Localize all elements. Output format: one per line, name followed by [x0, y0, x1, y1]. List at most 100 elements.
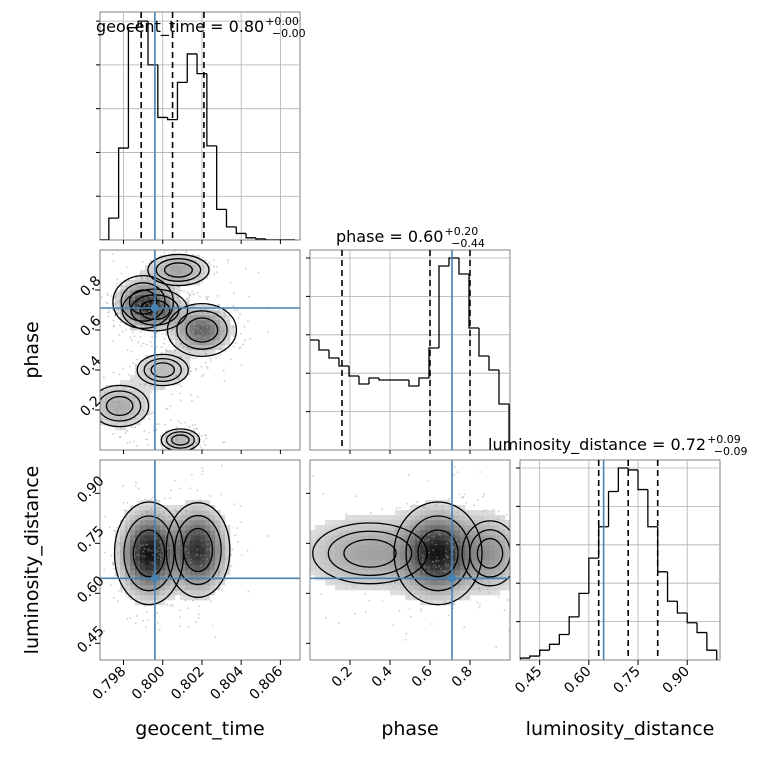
contour-line	[417, 529, 459, 578]
sample-point	[141, 415, 144, 418]
sample-point	[219, 525, 222, 528]
density-cell	[165, 255, 171, 261]
density-cell	[410, 590, 416, 596]
density-cell	[415, 515, 421, 521]
density-cell	[495, 555, 501, 561]
sample-point	[125, 395, 128, 398]
density-cell	[175, 270, 181, 276]
panel-frame	[309, 249, 511, 451]
sample-point	[197, 333, 200, 335]
sample-point	[470, 572, 473, 575]
density-cell	[140, 315, 146, 321]
sample-point	[239, 504, 242, 507]
sample-point	[162, 447, 164, 450]
tick-label-x: 0.60	[561, 664, 594, 697]
sample-point	[421, 560, 424, 563]
sample-point	[156, 290, 159, 293]
sample-point	[158, 312, 160, 315]
density-cell	[505, 550, 510, 556]
sample-point	[120, 291, 122, 294]
density-cell	[160, 505, 166, 511]
sample-point	[145, 325, 147, 328]
sample-point	[168, 322, 171, 325]
density-cell	[365, 530, 371, 536]
density-cell	[355, 520, 361, 526]
density-cell	[330, 565, 336, 571]
density-cell	[135, 415, 141, 421]
density-cell	[180, 345, 186, 351]
hist-bin	[468, 274, 479, 329]
sample-point	[170, 323, 172, 326]
sample-point	[110, 554, 113, 557]
tick-label-x: 0.798	[90, 664, 130, 704]
density-cell	[340, 545, 346, 551]
sample-point	[103, 568, 106, 571]
sample-point	[211, 562, 214, 564]
density-cell	[470, 515, 476, 521]
density-cell	[135, 590, 141, 596]
sample-point	[159, 521, 162, 524]
density-cell	[170, 360, 176, 366]
sample-point	[171, 328, 174, 331]
density-cell	[205, 515, 211, 521]
sample-point	[242, 343, 245, 346]
sample-point	[156, 612, 159, 614]
sample-point	[216, 295, 219, 297]
sample-point	[131, 537, 134, 539]
sample-point	[201, 280, 204, 283]
sample-point	[472, 546, 474, 549]
density-cell	[160, 515, 166, 521]
density-cell	[210, 570, 216, 576]
sample-point	[166, 547, 169, 549]
density-cell	[170, 515, 176, 521]
density-cell	[440, 560, 446, 566]
contour-line	[147, 253, 210, 287]
sample-point	[149, 524, 151, 527]
hist-bin	[520, 657, 530, 660]
sample-point	[515, 569, 517, 571]
density-cell	[180, 550, 186, 556]
density-cell	[175, 585, 181, 591]
sample-point	[505, 534, 508, 537]
density-cell	[500, 585, 506, 591]
sample-point	[178, 609, 181, 611]
sample-point	[130, 328, 133, 331]
density-cell	[180, 360, 186, 366]
density-cell	[395, 580, 401, 586]
density-cell	[185, 330, 191, 336]
sample-point	[248, 295, 251, 298]
density-cell	[205, 565, 211, 571]
density-cell	[180, 570, 186, 576]
density-cell	[445, 565, 451, 571]
density-cell	[220, 345, 226, 351]
density-cell	[445, 505, 451, 511]
sample-point	[125, 544, 128, 547]
density-cell	[195, 340, 201, 346]
sample-point	[126, 502, 129, 504]
contour-line	[100, 384, 150, 428]
density-cell	[150, 260, 156, 266]
sample-point	[186, 356, 189, 359]
density-cell	[180, 520, 186, 526]
sample-point	[207, 295, 210, 298]
sample-point	[495, 571, 498, 574]
sample-point	[445, 555, 448, 558]
sample-point	[219, 327, 222, 330]
density-cell	[380, 555, 386, 561]
sample-point	[196, 270, 199, 273]
density-cell	[480, 530, 486, 536]
density-cell	[440, 590, 446, 596]
sample-point	[155, 423, 158, 425]
sample-point	[56, 379, 58, 381]
sample-point	[524, 587, 526, 589]
sample-point	[227, 261, 230, 264]
sample-point	[247, 590, 250, 593]
hist-bin	[368, 377, 379, 384]
hist-bin	[568, 616, 580, 635]
sample-point	[148, 593, 150, 596]
sample-point	[178, 317, 181, 319]
sample-point	[425, 540, 428, 542]
sample-point	[127, 373, 130, 376]
sample-point	[84, 426, 86, 428]
contour-line	[163, 262, 193, 278]
